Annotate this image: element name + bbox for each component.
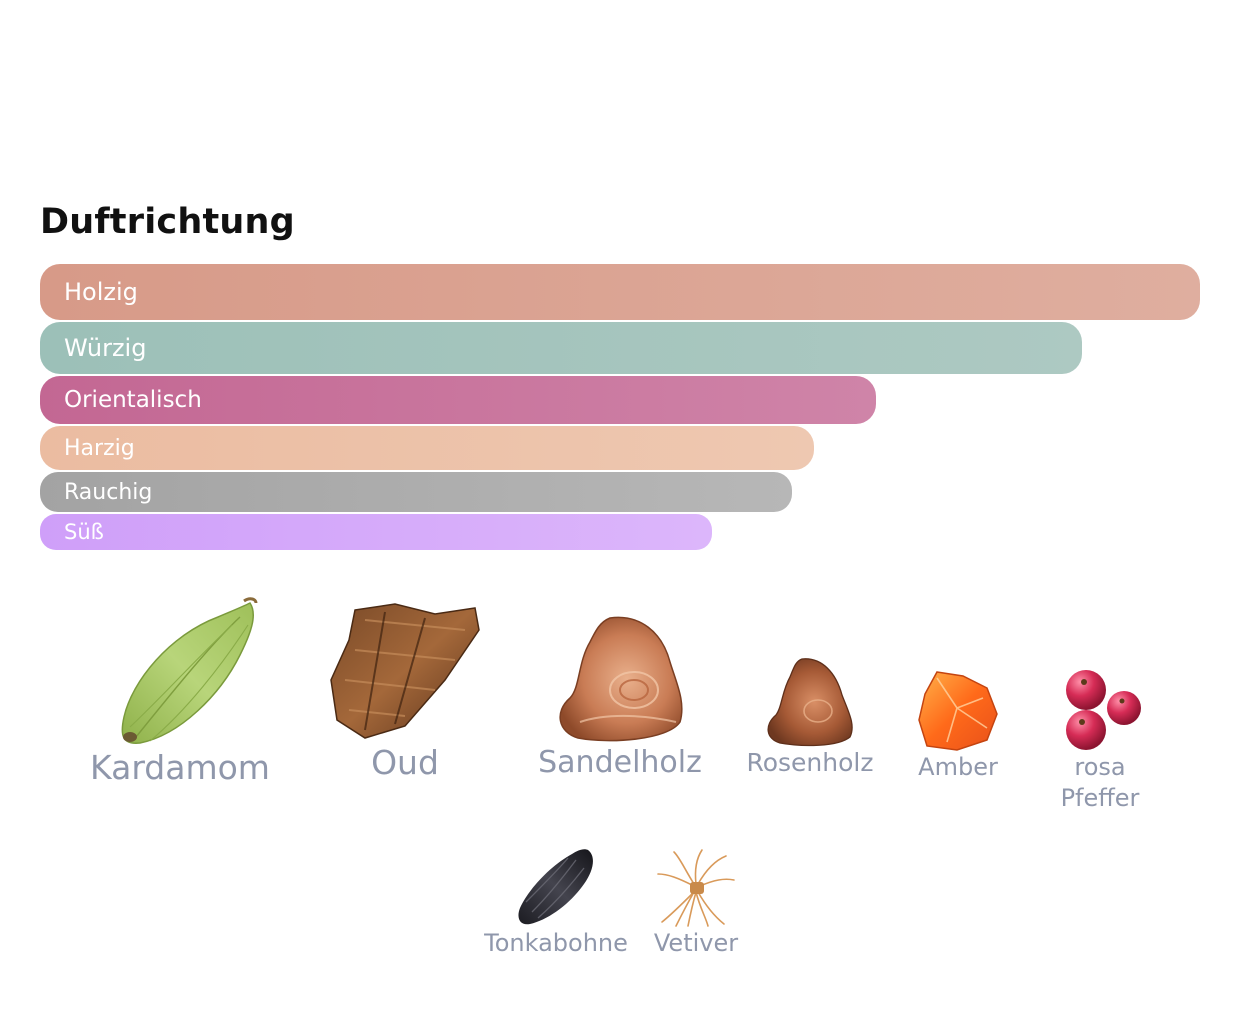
note-label: Kardamom xyxy=(90,748,270,787)
note-label: Rosenholz xyxy=(746,748,874,777)
accord-label: Harzig xyxy=(64,435,135,461)
note-sandelholz[interactable]: Sandelholz xyxy=(530,612,710,782)
oud-wood-icon xyxy=(330,603,480,739)
note-label: rosa xyxy=(1074,753,1126,781)
note-oud[interactable]: Oud xyxy=(310,600,500,784)
section-title: Duftrichtung xyxy=(40,202,295,242)
note-amber[interactable]: Amber xyxy=(900,668,1016,783)
note-label: Vetiver xyxy=(653,929,739,957)
tonka-bean-icon xyxy=(518,849,593,925)
accord-label: Holzig xyxy=(64,278,138,306)
note-label-line2: Pfeffer xyxy=(1060,783,1140,812)
cardamom-pod-icon xyxy=(121,597,258,744)
note-rosenholz[interactable]: Rosenholz xyxy=(740,655,880,779)
accord-bar-list: Holzig Würzig Orientalisch Harzig Rauchi… xyxy=(40,264,1200,552)
note-label: Tonkabohne xyxy=(484,929,628,957)
accord-bar-wurzig: Würzig xyxy=(40,322,1082,374)
note-vetiver[interactable]: Vetiver xyxy=(646,848,746,959)
note-kardamom[interactable]: Kardamom xyxy=(80,595,280,789)
accord-bar-rauchig: Rauchig xyxy=(40,472,792,512)
accord-label: Süß xyxy=(64,520,104,544)
sandalwood-icon xyxy=(559,616,683,742)
accord-label: Orientalisch xyxy=(64,387,202,413)
note-tonkabohne[interactable]: Tonkabohne xyxy=(476,846,636,959)
accord-bar-holzig: Holzig xyxy=(40,264,1200,320)
vetiver-root-icon xyxy=(657,849,735,927)
accord-label: Würzig xyxy=(64,334,147,362)
note-label: Oud xyxy=(371,743,439,782)
rosewood-icon xyxy=(767,658,853,747)
accord-bar-suss: Süß xyxy=(40,514,712,550)
pink-pepper-icon xyxy=(1066,670,1141,750)
accord-bar-orientalisch: Orientalisch xyxy=(40,376,876,424)
amber-resin-icon xyxy=(918,671,998,751)
note-label: Amber xyxy=(918,753,998,781)
note-label: Sandelholz xyxy=(538,745,702,780)
note-rosa-pfeffer[interactable]: rosa Pfeffer xyxy=(1040,668,1160,813)
accord-bar-harzig: Harzig xyxy=(40,426,814,470)
accord-label: Rauchig xyxy=(64,479,153,505)
